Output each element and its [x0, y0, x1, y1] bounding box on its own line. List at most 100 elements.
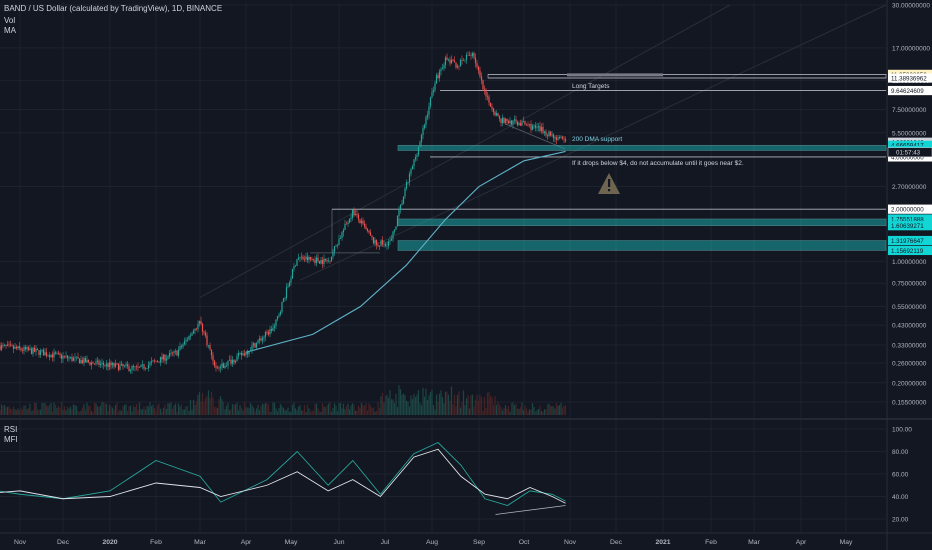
candle-body	[18, 346, 21, 349]
volume-bar	[164, 404, 166, 415]
candle-body	[476, 63, 478, 67]
volume-bar	[161, 411, 163, 415]
candle-body	[468, 55, 471, 56]
vol-legend[interactable]: Vol	[4, 16, 16, 25]
candle-body	[159, 356, 162, 363]
price-label-box	[888, 235, 932, 246]
time-axis[interactable]: Nov Dec 2020 Feb Mar Apr May Jun Jul Aug Sep Oct Nov…	[14, 539, 853, 546]
price-tick-label: 0.26000000	[892, 361, 927, 368]
candle-body	[69, 356, 72, 358]
candle-body	[360, 220, 363, 224]
candle-body	[380, 240, 382, 247]
volume-bar	[329, 402, 331, 415]
candle-body	[339, 237, 342, 239]
price-label-box	[888, 221, 932, 231]
candle-body	[411, 166, 414, 169]
price-axis[interactable]: 30.0000000017.0000000011.000000007.50000…	[887, 3, 932, 524]
candle-body	[300, 256, 303, 258]
candle-body	[194, 328, 196, 331]
warning-bar	[608, 179, 611, 187]
price-tick-label: 7.50000000	[892, 107, 927, 114]
volume-bar	[401, 394, 403, 415]
volume-bars	[0, 385, 567, 415]
candle-body	[333, 246, 336, 252]
candle-body	[191, 333, 193, 336]
volume-bar	[552, 406, 555, 415]
rsi-mfi-pane	[0, 441, 566, 515]
mfi-legend[interactable]: MFI	[4, 435, 18, 444]
volume-bar	[462, 390, 465, 415]
candle-body	[438, 71, 441, 79]
volume-bar	[143, 406, 145, 415]
volume-bar	[146, 405, 148, 415]
candle-body	[510, 120, 513, 125]
ma-legend[interactable]: MA	[4, 26, 16, 35]
candle-body	[522, 121, 525, 122]
volume-bar	[120, 410, 123, 415]
candle-body	[141, 364, 144, 365]
candle-body	[357, 214, 360, 220]
candle-body	[533, 125, 535, 127]
candle-body	[212, 355, 214, 361]
volume-bar	[375, 411, 378, 415]
volume-bar	[459, 407, 462, 415]
candle-body	[96, 360, 99, 362]
volume-bar	[465, 398, 468, 415]
candle-body	[101, 362, 103, 364]
candle-body	[66, 355, 69, 359]
time-tick-label: Apr	[241, 539, 252, 546]
volume-bar	[537, 408, 540, 415]
candle-body	[239, 352, 241, 354]
candle-body	[0, 344, 3, 350]
volume-bar	[414, 397, 417, 415]
volume-bar	[188, 410, 190, 415]
candlesticks	[0, 51, 567, 374]
volume-bar	[60, 402, 63, 415]
volume-bar	[113, 409, 115, 415]
candle-body	[107, 363, 109, 368]
candle-body	[215, 365, 217, 368]
candle-body	[63, 356, 66, 357]
volume-bar	[429, 391, 432, 415]
volume-bar	[342, 403, 345, 415]
time-tick-label: May	[285, 539, 298, 546]
volume-bar	[263, 404, 265, 415]
volume-bar	[57, 405, 60, 415]
osc-tick-label: 100.00	[892, 427, 912, 434]
volume-bar	[272, 402, 274, 415]
volume-bar	[341, 408, 343, 415]
volume-bar	[534, 411, 537, 415]
candle-body	[318, 260, 321, 264]
volume-bar	[218, 399, 220, 415]
candle-body	[554, 137, 556, 139]
candle-body	[335, 245, 337, 247]
volume-bar	[425, 388, 427, 415]
volume-bar	[192, 400, 195, 415]
candle-body	[332, 251, 334, 257]
candle-body	[120, 363, 123, 366]
osc-divergence-line	[495, 505, 566, 515]
candle-body	[345, 223, 348, 225]
candle-body	[512, 120, 514, 125]
candle-body	[458, 65, 460, 67]
candle-body	[195, 328, 198, 330]
symbol-title[interactable]: BAND / US Dollar (calculated by TradingV…	[4, 4, 223, 13]
volume-bar	[197, 394, 199, 415]
candle-body	[338, 238, 340, 246]
candle-body	[465, 54, 468, 60]
candle-body	[443, 65, 445, 69]
volume-bar	[464, 405, 466, 415]
price-label-text: 1.75551888	[891, 216, 924, 223]
rsi-legend[interactable]: RSI	[4, 425, 18, 434]
volume-bar	[68, 408, 70, 415]
volume-bar	[266, 403, 268, 415]
support-zone	[397, 218, 887, 226]
volume-bar	[398, 385, 400, 415]
volume-bar	[510, 402, 513, 415]
volume-bar	[480, 397, 483, 415]
volume-bar	[497, 401, 499, 415]
candle-body	[306, 256, 309, 261]
price-tick-label: 0.15500000	[892, 400, 927, 407]
time-tick-label: Sep	[473, 539, 485, 546]
volume-bar	[257, 404, 259, 415]
